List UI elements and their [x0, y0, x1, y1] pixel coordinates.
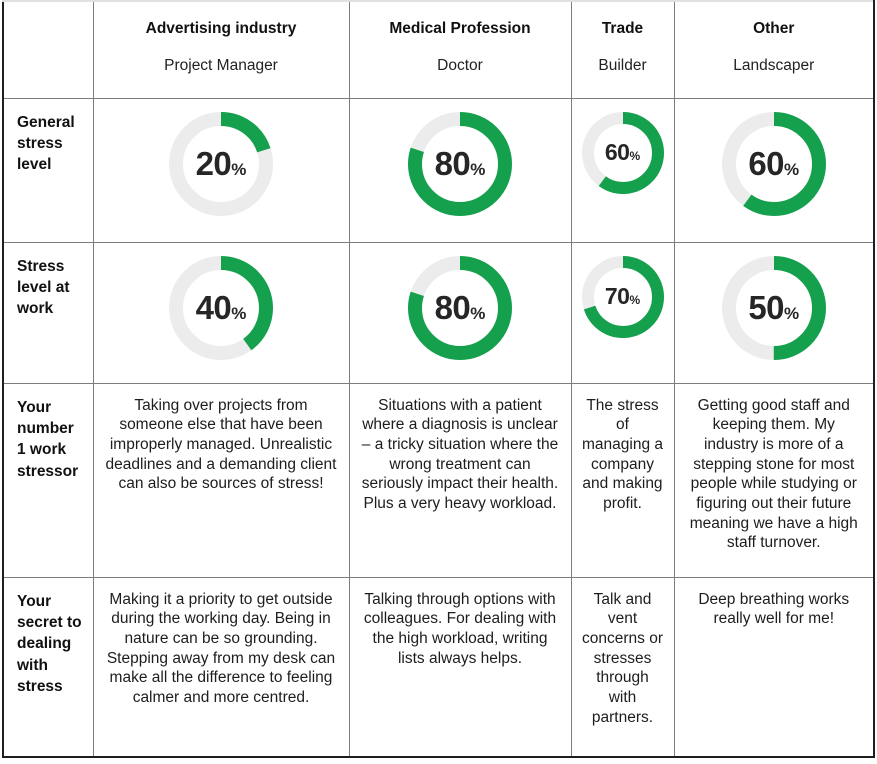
donut-arc: [721, 111, 826, 216]
row-general-stress-level: General stress level 20% 80%: [2, 97, 875, 243]
row-secret-to-dealing-with-stress: Your secret to dealing with stress Makin…: [2, 576, 875, 758]
stressor-cell-project-manager: Taking over projects from someone else t…: [92, 382, 350, 578]
donut-arc: [581, 111, 664, 194]
secret-cell-doctor: Talking through options with colleagues.…: [348, 576, 572, 758]
donut-percent-number: 20: [195, 144, 232, 182]
donut-gauge: [408, 111, 512, 216]
percent-sign: %: [470, 303, 486, 323]
donut-percent-number: 60: [604, 139, 630, 165]
donut-value: 20%: [169, 112, 273, 216]
secret-cell-landscaper: Deep breathing works really well for me!: [673, 576, 875, 758]
donut-arc: [721, 255, 826, 360]
donut-value: 80%: [408, 112, 512, 216]
donut-percent-number: 80: [434, 144, 471, 182]
secret-cell-builder: Talk and vent concerns or stresses throu…: [570, 576, 675, 758]
industry-label-other: Other: [753, 20, 795, 37]
donut-value: 60%: [582, 112, 664, 194]
profession-label-doctor: Doctor: [437, 57, 483, 74]
donut-percent-number: 40: [195, 288, 232, 326]
donut-value: 50%: [722, 256, 826, 360]
industry-label-trade: Trade: [601, 20, 644, 37]
cell-general-builder: 60%: [570, 97, 675, 243]
donut-percent-number: 50: [748, 288, 785, 326]
column-header-medical: Medical Profession Doctor: [348, 0, 572, 99]
industry-label-advertising: Advertising industry: [145, 20, 297, 37]
donut-arc: [581, 255, 664, 338]
percent-sign: %: [629, 293, 641, 307]
donut-gauge: [721, 111, 826, 216]
donut-chart-work-landscaper: 50%: [721, 255, 826, 360]
row-label-stress-at-work: Stress level at work: [2, 241, 94, 384]
donut-percent-number: 60: [748, 144, 785, 182]
row-stress-level-at-work: Stress level at work 40% 80%: [2, 241, 875, 384]
donut-gauge: [169, 255, 273, 360]
donut-chart-general-project-manager: 20%: [169, 111, 273, 216]
column-header-advertising: Advertising industry Project Manager: [92, 0, 350, 99]
profession-label-builder: Builder: [598, 57, 647, 74]
cell-general-doctor: 80%: [348, 97, 572, 243]
profession-label-landscaper: Landscaper: [733, 57, 815, 74]
donut-value: 60%: [722, 112, 826, 216]
row-label-secret: Your secret to dealing with stress: [2, 576, 94, 758]
row-number-1-work-stressor: Your number 1 work stressor Taking over …: [2, 382, 875, 578]
stressor-cell-landscaper: Getting good staff and keeping them. My …: [673, 382, 875, 578]
header-row: Advertising industry Project Manager Med…: [2, 0, 875, 99]
cell-work-doctor: 80%: [348, 241, 572, 384]
donut-value: 70%: [582, 256, 664, 338]
stressor-cell-builder: The stress of managing a company and mak…: [570, 382, 675, 578]
percent-sign: %: [784, 303, 800, 323]
donut-arc: [408, 255, 512, 360]
donut-gauge: [169, 111, 273, 216]
donut-value: 80%: [408, 256, 512, 360]
row-label-general-stress: General stress level: [2, 97, 94, 243]
profession-label-project-manager: Project Manager: [164, 57, 278, 74]
donut-arc: [169, 111, 273, 216]
industry-label-medical: Medical Profession: [389, 20, 531, 37]
donut-gauge: [408, 255, 512, 360]
donut-gauge: [721, 255, 826, 360]
donut-value: 40%: [169, 256, 273, 360]
percent-sign: %: [784, 159, 800, 179]
cell-work-project-manager: 40%: [92, 241, 350, 384]
percent-sign: %: [629, 149, 641, 163]
secret-cell-project-manager: Making it a priority to get outside duri…: [92, 576, 350, 758]
row-label-work-stressor: Your number 1 work stressor: [2, 382, 94, 578]
percent-sign: %: [231, 159, 247, 179]
cell-general-landscaper: 60%: [673, 97, 875, 243]
corner-cell: [2, 0, 94, 99]
donut-gauge: [581, 111, 664, 194]
cell-work-landscaper: 50%: [673, 241, 875, 384]
donut-chart-work-project-manager: 40%: [169, 255, 273, 360]
percent-sign: %: [231, 303, 247, 323]
column-header-other: Other Landscaper: [673, 0, 875, 99]
percent-sign: %: [470, 159, 486, 179]
cell-work-builder: 70%: [570, 241, 675, 384]
column-header-trade: Trade Builder: [570, 0, 675, 99]
donut-chart-work-doctor: 80%: [408, 255, 512, 360]
donut-chart-general-landscaper: 60%: [721, 111, 826, 216]
cell-general-project-manager: 20%: [92, 97, 350, 243]
donut-percent-number: 70: [604, 283, 630, 309]
donut-gauge: [581, 255, 664, 338]
donut-chart-general-builder: 60%: [581, 111, 664, 194]
stressor-cell-doctor: Situations with a patient where a diagno…: [348, 382, 572, 578]
donut-arc: [169, 255, 273, 360]
donut-percent-number: 80: [434, 288, 471, 326]
donut-chart-work-builder: 70%: [581, 255, 664, 338]
donut-chart-general-doctor: 80%: [408, 111, 512, 216]
donut-arc: [408, 111, 512, 216]
